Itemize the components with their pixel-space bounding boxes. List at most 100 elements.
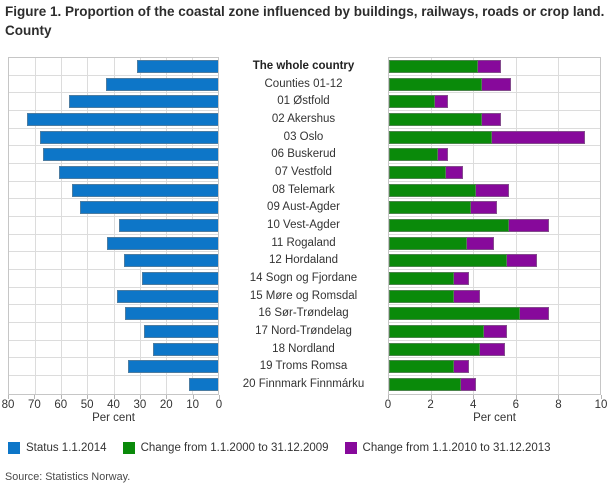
left-plot [8,57,219,395]
bar-change-2000-2009 [389,378,461,392]
tick-mark [113,395,115,399]
bar-change-2010-2013 [519,307,550,321]
bar-change-2010-2013 [454,272,470,286]
category-label: 03 Oslo [283,130,324,143]
category-label: 07 Vestfold [275,166,332,179]
bar-change-2000-2009 [389,325,484,339]
legend-swatch [122,442,135,454]
right-plot-row [389,93,600,112]
category-label: 19 Troms Romsa [259,360,348,373]
right-plot-row [389,252,600,271]
right-plot-row [389,146,600,165]
category-labels: The whole country Counties 01-12 01 Østfol… [220,58,387,394]
category-label: 16 Sør-Trøndelag [258,307,349,320]
left-plot-row [9,111,218,129]
bar-change-stack [389,254,600,268]
right-plot-row [389,305,600,324]
category-label: 01 Østfold [277,95,330,108]
left-plot-row [9,146,218,165]
left-plot-row [9,182,218,200]
right-plot-row [389,164,600,182]
bar-change-2000-2009 [389,95,436,109]
right-plot-row [389,341,600,359]
tick-mark [166,395,168,399]
category-label: 02 Akershus [271,113,336,126]
tick-mark [60,395,62,399]
bar-status [105,77,218,91]
bar-change-2000-2009 [389,236,468,250]
tick-label: 0 [384,399,392,411]
tick-mark [219,395,220,399]
right-plot-row [389,323,600,341]
legend-label: Change from 1.1.2010 to 31.12.2013 [362,442,551,454]
bar-status [106,236,218,250]
bar-change-2000-2009 [389,148,438,162]
tick-label: 2 [427,399,434,411]
bar-change-2010-2013 [481,113,501,127]
bar-change-stack [389,272,600,286]
right-plot-row [389,58,600,76]
legend-label: Status 1.1.2014 [26,442,107,454]
bar-change-2010-2013 [479,342,506,356]
right-plot-row [389,182,600,200]
category-label: 20 Finnmark Finnmárku [242,378,365,391]
bar-change-stack [389,60,600,73]
bar-status [69,95,218,109]
left-plot-row [9,358,218,377]
right-plot-row [389,129,600,147]
bar-status [189,378,218,392]
bar-change-stack [389,77,600,91]
tick-label: 4 [469,399,477,411]
category-label: 06 Buskerud [271,148,336,161]
legend-swatch [344,442,357,454]
tick-label: 70 [27,399,41,411]
bar-change-2000-2009 [389,166,446,180]
tick-mark [515,395,517,399]
tick-label: 30 [133,399,147,411]
gridline [87,58,89,394]
bar-change-2010-2013 [507,254,537,268]
bar-change-stack [389,289,600,303]
category-label: Counties 01-12 [264,77,343,90]
right-axis-title: Per cent [473,412,516,424]
bar-change-stack [389,307,600,321]
tick-mark [388,395,389,399]
tick-mark [601,395,602,399]
bar-status [27,113,218,127]
source-note: Source: Statistics Norway. [5,471,131,483]
bar-change-stack [389,130,600,144]
gridline [61,58,63,394]
bar-change-2010-2013 [460,378,476,392]
bar-status [40,130,218,144]
bar-change-2000-2009 [389,219,510,233]
bar-change-2000-2009 [389,113,482,127]
left-plot-row [9,93,218,112]
bar-change-2010-2013 [475,183,510,197]
left-axis-title: Per cent [92,412,135,424]
bar-change-2010-2013 [509,219,550,233]
tick-mark [430,395,432,399]
tick-label: 10 [594,399,608,411]
bar-change-2010-2013 [454,360,470,374]
legend: Status 1.1.2014 Change from 1.1.2000 to 3… [8,442,551,454]
tick-label: 6 [512,399,519,411]
left-plot-row [9,323,218,341]
tick-label: 0 [215,399,223,411]
bar-change-stack [389,183,600,197]
bar-change-2010-2013 [445,166,463,180]
bar-change-2000-2009 [389,289,455,303]
gridline [113,58,115,394]
left-plot-row [9,217,218,235]
left-plot-row [9,235,218,253]
category-label: 08 Telemark [272,183,335,196]
bar-change-stack [389,360,600,374]
left-plot-row [9,164,218,182]
right-plot-row [389,76,600,94]
bar-change-2010-2013 [492,130,586,144]
tick-label: 40 [107,399,120,411]
category-label: 10 Vest-Agder [267,219,340,232]
left-plot-row [9,129,218,147]
tick-label: 60 [54,399,68,411]
bar-change-2000-2009 [389,130,493,144]
